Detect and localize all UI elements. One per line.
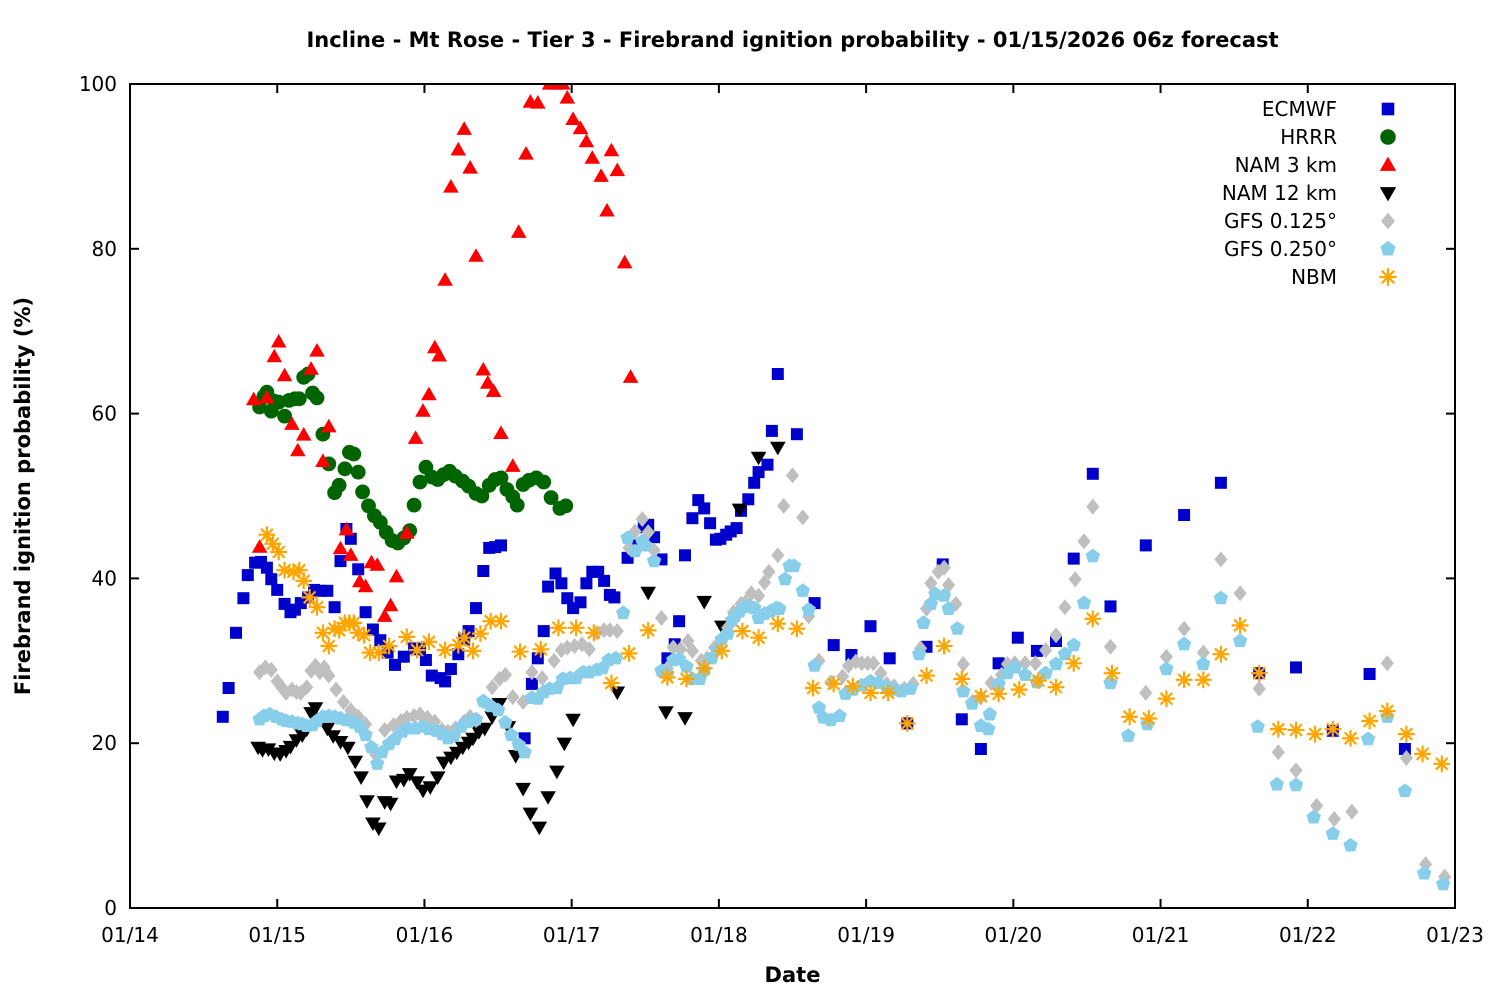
legend-item-gfs-0-125-: GFS 0.125°: [1224, 209, 1395, 233]
x-tick-label: 01/21: [1132, 923, 1190, 947]
y-tick-label: 20: [92, 731, 117, 755]
x-tick-label: 01/22: [1279, 923, 1337, 947]
legend-label: ECMWF: [1262, 97, 1337, 121]
x-tick-label: 01/15: [248, 923, 306, 947]
axis-ticks: [129, 83, 1456, 909]
x-tick-label: 01/17: [543, 923, 601, 947]
plot-border: [129, 83, 1456, 909]
y-tick-label: 40: [92, 566, 117, 590]
legend: ECMWF HRRR NAM 3 km NAM 12 km GFS 0.125° GFS …: [1222, 97, 1397, 289]
series-nam-3-km: [245, 84, 639, 622]
legend-label: NAM 12 km: [1222, 181, 1337, 205]
legend-label: HRRR: [1280, 125, 1337, 149]
series-nbm: [258, 526, 1451, 773]
legend-label: NAM 3 km: [1235, 153, 1337, 177]
y-tick-labels: 0 20 40 60 80 100: [79, 72, 117, 920]
legend-label: GFS 0.125°: [1224, 209, 1337, 233]
legend-label: NBM: [1291, 265, 1337, 289]
legend-item-nbm: NBM: [1291, 265, 1397, 289]
x-axis-title: Date: [764, 963, 821, 987]
y-axis-title: Firebrand ignition probability (%): [11, 296, 35, 696]
x-tick-label: 01/18: [690, 923, 748, 947]
x-tick-labels: 01/14 01/15 01/16 01/17 01/18 01/19 01/20 01/21…: [101, 923, 1484, 947]
series-layer: [216, 84, 1452, 891]
legend-item-ecmwf: ECMWF: [1262, 97, 1395, 121]
x-tick-label: 01/19: [837, 923, 895, 947]
y-tick-label: 100: [79, 72, 117, 96]
series-hrrr: [252, 366, 574, 551]
chart-title: Incline - Mt Rose - Tier 3 - Firebrand i…: [306, 28, 1279, 52]
y-tick-label: 80: [92, 237, 117, 261]
x-tick-label: 01/16: [396, 923, 454, 947]
legend-item-gfs-0-250-: GFS 0.250°: [1224, 237, 1396, 261]
legend-item-hrrr: HRRR: [1280, 125, 1396, 149]
y-tick-label: 0: [104, 896, 117, 920]
series-gfs-0-250-: [252, 530, 1451, 891]
x-tick-label: 01/23: [1426, 923, 1484, 947]
y-tick-label: 60: [92, 402, 117, 426]
series-ecmwf: [216, 368, 1411, 755]
legend-item-nam-3-km: NAM 3 km: [1235, 153, 1397, 177]
legend-label: GFS 0.250°: [1224, 237, 1337, 261]
legend-item-nam-12-km: NAM 12 km: [1222, 181, 1397, 205]
x-tick-label: 01/14: [101, 923, 159, 947]
x-tick-label: 01/20: [985, 923, 1043, 947]
